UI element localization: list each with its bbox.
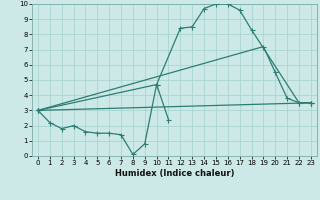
X-axis label: Humidex (Indice chaleur): Humidex (Indice chaleur) (115, 169, 234, 178)
